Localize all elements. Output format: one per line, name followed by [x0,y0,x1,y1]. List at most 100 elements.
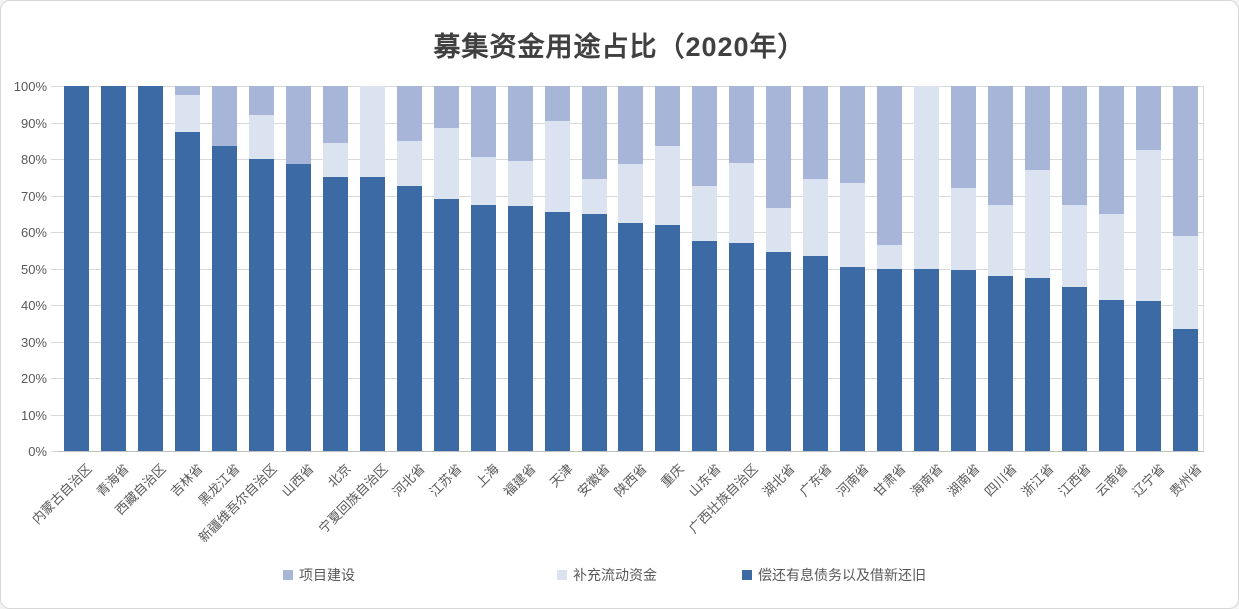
x-axis-label: 海南省 [907,461,946,500]
bar-山东省 [692,86,718,451]
bar-segment [766,86,792,209]
bar-slot [945,86,982,451]
bar-segment [433,127,459,200]
y-axis-label: 0% [28,444,47,459]
y-axis-label: 90% [20,115,47,131]
y-axis-label: 40% [20,298,47,313]
bar-上海 [470,86,496,451]
bar-河南省 [840,86,866,451]
bar-segment [581,213,607,451]
bar-segment [618,164,644,223]
y-axis-labels: 0% 10% 20% 30% 40% 50% 60% 70% 80% 90% 100% [1,80,47,458]
x-axis-label: 贵州省 [1166,461,1205,500]
x-axis-label: 陕西省 [611,461,650,500]
bar-segment [803,86,829,180]
bar-广西壮族自治区 [729,86,755,451]
y-axis-label: 100% [13,79,47,94]
x-axis-label: 云南省 [1092,461,1131,500]
bar-segment [100,86,126,451]
bar-segment [692,186,718,242]
bar-segment [729,86,755,163]
bar-segment [1062,204,1088,287]
bar-江苏省 [433,86,459,451]
gridline [58,451,1204,452]
bar-湖南省 [951,86,977,451]
x-axis-label: 福建省 [500,461,539,500]
y-axis-label: 70% [20,188,47,204]
bar-segment [396,186,422,451]
bar-segment [1062,286,1088,451]
bar-宁夏回族自治区 [359,86,385,451]
bar-湖北省 [766,86,792,451]
bar-segment [470,157,496,205]
x-axis-label: 湖南省 [944,461,983,500]
bar-slot [908,86,945,451]
y-axis-tick [51,414,58,416]
bar-slot [465,86,502,451]
bar-segment [877,244,903,269]
bar-segment [581,179,607,214]
y-axis-label: 30% [20,334,47,350]
x-axis-label: 四川省 [981,461,1020,500]
bar-slot [539,86,576,451]
y-axis-label: 50% [20,261,47,277]
bar-segment [63,86,89,451]
bar-slot [317,86,354,451]
x-axis-label: 辽宁省 [1129,461,1168,500]
bar-贵州省 [1173,86,1198,451]
bar-海南省 [914,86,940,451]
bar-segment [1136,301,1162,451]
bar-segment [988,204,1014,276]
bar-segment [322,86,348,143]
y-axis-label: 20% [20,371,47,386]
bar-segment [396,140,422,187]
bar-segment [174,95,200,132]
bar-segment [1025,277,1051,451]
bar-segment [988,275,1014,451]
bar-segment [507,206,533,451]
bar-segment [877,268,903,451]
bar-segment [988,86,1014,205]
bar-slot [649,86,686,451]
bar-slot [982,86,1019,451]
x-axis-label: 山西省 [278,461,318,500]
bar-slot [502,86,539,451]
y-axis-tick [51,195,58,197]
y-axis-tick [51,159,58,160]
bar-slot [1019,86,1056,451]
bar-segment [507,86,533,161]
x-axis-label: 河南省 [833,461,872,500]
bar-slot [354,86,391,451]
bar-新疆维吾尔自治区 [248,86,274,451]
bar-segment [877,86,903,245]
bar-segment [544,211,570,451]
bar-segment [655,224,681,451]
legend-label: 偿还有息债务以及借新还旧 [758,567,926,583]
bar-segment [285,164,311,451]
legend-item: 偿还有息债务以及借新还旧 [742,565,926,585]
bar-slot [95,86,132,451]
bar-segment [618,86,644,165]
bar-福建省 [507,86,533,451]
bar-segment [1173,328,1198,451]
bar-slot [280,86,317,451]
y-axis-label: 10% [20,407,47,423]
y-axis-label: 80% [20,152,47,167]
bar-辽宁省 [1136,86,1162,451]
bar-slot [391,86,428,451]
bar-segment [322,177,348,451]
bar-segment [1025,169,1051,278]
bar-segment [581,86,607,180]
legend-swatch-icon [557,570,567,580]
bar-segment [248,115,274,159]
bar-segment [1099,299,1125,451]
bar-segment [1173,235,1198,329]
bar-segment [655,86,681,147]
x-axis-label: 浙江省 [1018,461,1057,500]
bar-segment [840,266,866,451]
bar-segment [211,146,237,451]
bar-天津 [544,86,570,451]
bar-slot [797,86,834,451]
bar-黑龙江省 [211,86,237,451]
bar-segment [359,177,385,451]
